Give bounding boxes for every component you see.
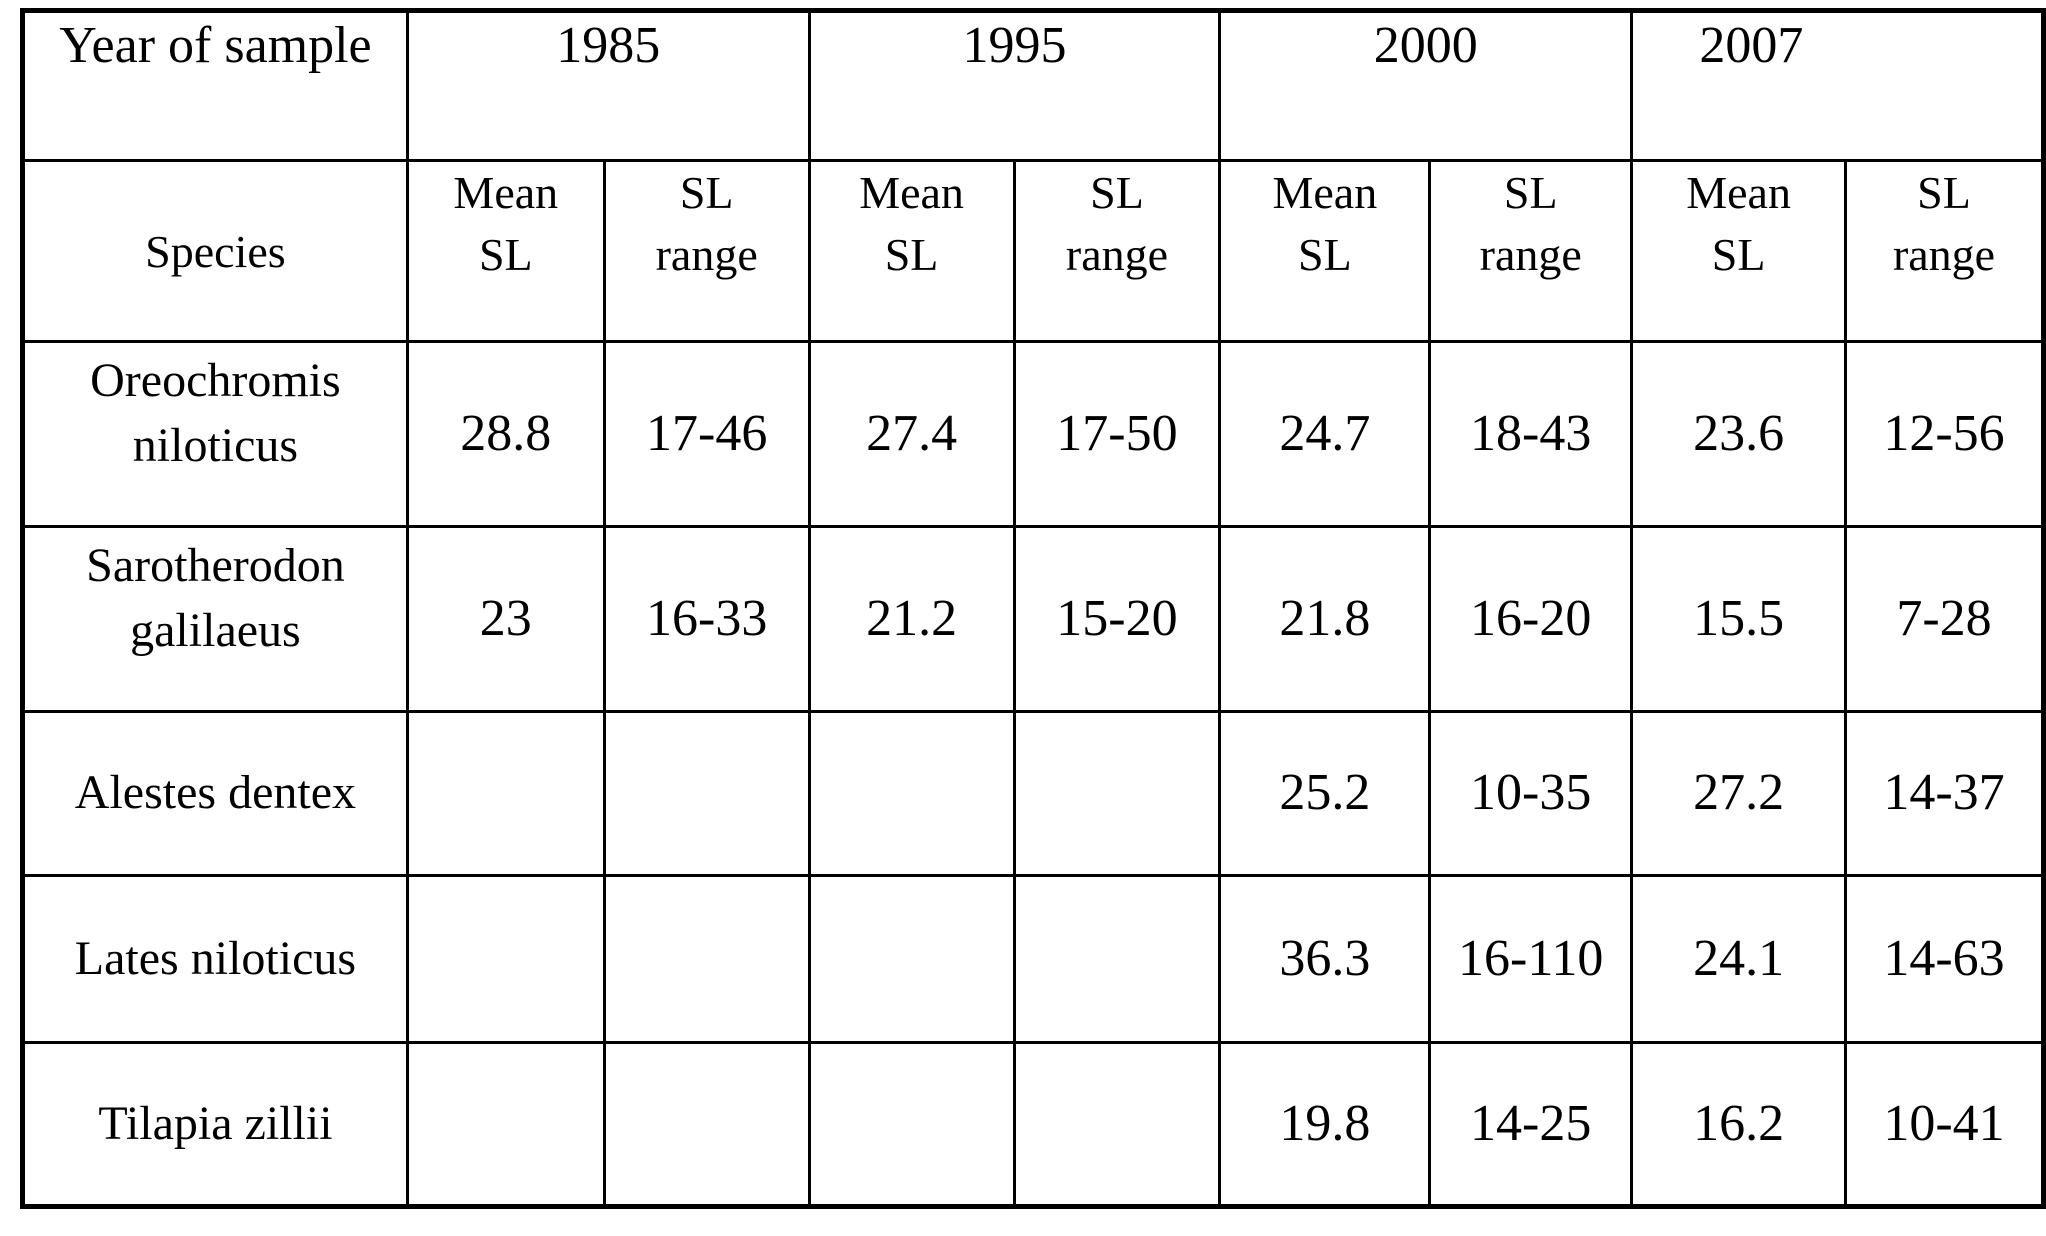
mean-sl-header-2007: Mean SL — [1630, 159, 1848, 343]
sl-range-header-1985: SL range — [602, 159, 811, 343]
page: Year of sample 1985 1995 2000 2007 Speci… — [0, 8, 2046, 1236]
year-header-2007: 2007 — [1630, 9, 2045, 162]
year-header-2007-text: 2007 — [1699, 17, 1804, 74]
value-cell-1995-range: 17-50 — [1012, 340, 1222, 528]
value-cell-1985-mean — [405, 1041, 606, 1208]
value-cell-1995-range — [1012, 1041, 1222, 1208]
value-cell-1985-mean — [405, 874, 606, 1044]
species-name-cell: Oreochromis niloticus — [21, 340, 409, 528]
value-cell-1995-mean: 27.4 — [807, 340, 1016, 528]
species-name-cell: Lates niloticus — [21, 874, 409, 1044]
sl-range-header-1995: SL range — [1012, 159, 1222, 343]
value-cell-1995-range: 15-20 — [1012, 525, 1222, 713]
value-cell-2007-mean: 27.2 — [1630, 710, 1848, 877]
value-cell-1985-range — [602, 1041, 811, 1208]
value-cell-1995-mean: 21.2 — [807, 525, 1016, 713]
value-cell-2000-range: 14-25 — [1428, 1041, 1634, 1208]
value-cell-1985-mean: 28.8 — [405, 340, 606, 528]
species-name-cell: Sarotherodon galilaeus — [21, 525, 409, 713]
mean-sl-header-1985: Mean SL — [405, 159, 606, 343]
table-row-sarotherodon-galilaeus: Sarotherodon galilaeus 23 16-33 21.2 15-… — [21, 525, 2045, 713]
value-cell-2007-mean: 16.2 — [1630, 1041, 1848, 1208]
year-header-1985: 1985 — [405, 9, 811, 162]
value-cell-1995-range — [1012, 710, 1222, 877]
value-cell-2000-range: 18-43 — [1428, 340, 1634, 528]
species-name-cell: Alestes dentex — [21, 710, 409, 877]
species-name-cell: Tilapia zillii — [21, 1041, 409, 1208]
sl-range-header-2000: SL range — [1428, 159, 1634, 343]
value-cell-2007-mean: 24.1 — [1630, 874, 1848, 1044]
value-cell-2007-range: 14-37 — [1844, 710, 2045, 877]
value-cell-2007-range: 14-63 — [1844, 874, 2045, 1044]
year-header-2000: 2000 — [1218, 9, 1634, 162]
value-cell-1985-range: 17-46 — [602, 340, 811, 528]
value-cell-1995-mean — [807, 710, 1016, 877]
subheader-row: Species Mean SL SL range Mean SL SL rang… — [21, 159, 2045, 343]
value-cell-2000-mean: 25.2 — [1218, 710, 1432, 877]
sl-range-header-2007: SL range — [1844, 159, 2045, 343]
value-cell-2007-mean: 15.5 — [1630, 525, 1848, 713]
value-cell-2007-mean: 23.6 — [1630, 340, 1848, 528]
value-cell-1985-range: 16-33 — [602, 525, 811, 713]
value-cell-2007-range: 12-56 — [1844, 340, 2045, 528]
value-cell-2000-mean: 21.8 — [1218, 525, 1432, 713]
value-cell-1995-range — [1012, 874, 1222, 1044]
species-column-header: Species — [21, 159, 409, 343]
mean-sl-header-1995: Mean SL — [807, 159, 1016, 343]
value-cell-1985-mean: 23 — [405, 525, 606, 713]
table-row-oreochromis-niloticus: Oreochromis niloticus 28.8 17-46 27.4 17… — [21, 340, 2045, 528]
value-cell-1985-mean — [405, 710, 606, 877]
table-row-lates-niloticus: Lates niloticus 36.3 16-110 24.1 14-63 — [21, 874, 2045, 1044]
year-header-row: Year of sample 1985 1995 2000 2007 — [21, 9, 2045, 162]
value-cell-2007-range: 7-28 — [1844, 525, 2045, 713]
mean-sl-header-2000: Mean SL — [1218, 159, 1432, 343]
value-cell-2000-range: 16-20 — [1428, 525, 1634, 713]
table-row-tilapia-zillii: Tilapia zillii 19.8 14-25 16.2 10-41 — [21, 1041, 2045, 1208]
species-sl-table: Year of sample 1985 1995 2000 2007 Speci… — [20, 8, 2046, 1209]
value-cell-1995-mean — [807, 1041, 1016, 1208]
value-cell-2000-range: 16-110 — [1428, 874, 1634, 1044]
year-header-1995: 1995 — [807, 9, 1222, 162]
value-cell-1995-mean — [807, 874, 1016, 1044]
value-cell-2000-mean: 36.3 — [1218, 874, 1432, 1044]
value-cell-2000-mean: 24.7 — [1218, 340, 1432, 528]
value-cell-1985-range — [602, 874, 811, 1044]
value-cell-2000-mean: 19.8 — [1218, 1041, 1432, 1208]
table-row-alestes-dentex: Alestes dentex 25.2 10-35 27.2 14-37 — [21, 710, 2045, 877]
year-of-sample-label: Year of sample — [21, 9, 409, 162]
value-cell-2007-range: 10-41 — [1844, 1041, 2045, 1208]
value-cell-1985-range — [602, 710, 811, 877]
value-cell-2000-range: 10-35 — [1428, 710, 1634, 877]
